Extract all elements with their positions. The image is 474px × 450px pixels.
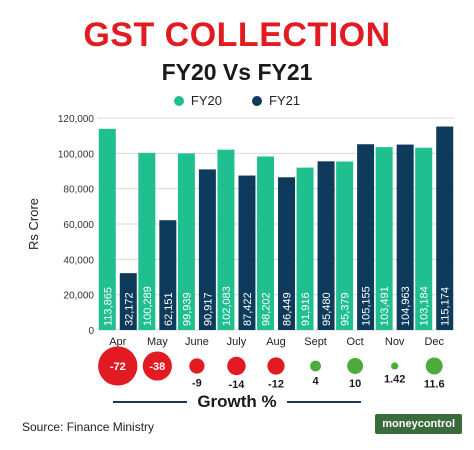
x-tick-label: Oct (347, 336, 364, 348)
growth-bubble (142, 351, 172, 381)
bar-fy20-may (138, 152, 156, 330)
growth-value-label: -9 (192, 378, 202, 390)
x-tick-label: Apr (109, 336, 126, 348)
chart-title: GST COLLECTION (83, 16, 391, 54)
bar-value-label: 102,083 (221, 286, 233, 326)
growth-bubble (347, 358, 364, 374)
growth-bubble (98, 346, 138, 386)
growth-value-label: -12 (268, 379, 284, 391)
growth-value-label: -14 (228, 379, 245, 391)
y-axis-label: Rs Crore (26, 198, 41, 250)
bar-value-label: 95,480 (321, 292, 333, 326)
bar-fy21-nov (396, 144, 414, 330)
bar-value-label: 86,449 (282, 292, 294, 326)
legend: FY20 FY21 (0, 93, 474, 108)
legend-label-fy20: FY20 (190, 93, 222, 108)
legend-label-fy21: FY21 (269, 93, 301, 108)
growth-bubble (425, 357, 443, 375)
growth-bubble (310, 360, 321, 372)
growth-title-text: Growth % (197, 392, 277, 411)
bar-fy20-sept (296, 167, 314, 330)
growth-value-label: -72 (110, 361, 126, 373)
growth-value-label: -38 (149, 361, 165, 373)
x-tick-label: July (227, 336, 247, 348)
growth-bubble (391, 362, 399, 370)
y-tick-label: 40,000 (63, 255, 94, 266)
bar-value-label: 90,917 (202, 292, 214, 326)
bar-value-label: 103,491 (379, 286, 391, 326)
y-tick-label: 20,000 (63, 291, 94, 302)
bar-fy21-dec (436, 126, 454, 330)
growth-bubble (189, 358, 205, 374)
x-tick-label: Aug (266, 336, 286, 348)
bar-fy21-july (238, 175, 256, 330)
bar-value-label: 91,916 (300, 292, 312, 326)
x-tick-label: Sept (304, 336, 327, 348)
bar-value-label: 32,172 (123, 292, 135, 326)
legend-dot-fy21 (252, 95, 262, 106)
bar-value-label: 115,174 (440, 287, 452, 326)
growth-value-label: 11.6 (424, 378, 445, 390)
legend-item-fy21: FY21 (252, 93, 300, 108)
source-note: Source: Finance Ministry (22, 420, 155, 434)
bar-fy20-oct (336, 161, 354, 330)
bar-fy20-aug (257, 156, 274, 330)
bar-chart: 0 20,000 40,000 60,000 80,000 100,000 120,000 R… (26, 114, 454, 391)
y-tick-label: 100,000 (58, 149, 95, 160)
bar-fy20-july (217, 149, 235, 330)
bar-fy21-sept (317, 161, 335, 330)
growth-value-label: 4 (312, 375, 319, 387)
legend-item-fy20: FY20 (173, 93, 222, 108)
y-tick-label: 0 (88, 326, 94, 337)
bar-value-label: 100,289 (142, 286, 154, 326)
chart-subtitle: FY20 Vs FY21 (161, 59, 313, 85)
bar-value-label: 103,184 (419, 286, 431, 326)
growth-bubble (267, 357, 285, 375)
growth-bubble (227, 356, 246, 376)
bar-fy21-apr (119, 273, 137, 330)
bar-value-label: 104,963 (400, 286, 412, 326)
growth-value-label: 10 (349, 378, 361, 390)
x-tick-label: May (147, 336, 168, 348)
growth-title-line-left (113, 401, 188, 403)
bar-fy20-dec (415, 147, 433, 330)
bar-value-label: 105,155 (361, 286, 373, 326)
bar-value-label: 87,422 (242, 292, 254, 326)
bar-fy21-aug (278, 177, 295, 330)
bar-value-label: 62,151 (163, 292, 175, 326)
growth-value-label: 1.42 (384, 374, 405, 386)
x-tick-label: June (185, 336, 209, 348)
x-tick-label: Dec (424, 336, 444, 348)
bar-value-label: 95,379 (340, 292, 352, 326)
y-tick-label: 60,000 (63, 220, 94, 231)
moneycontrol-logo: moneycontrol (375, 414, 462, 434)
y-tick-label: 80,000 (63, 185, 94, 196)
bar-fy21-june (198, 169, 216, 330)
bar-fy20-nov (375, 147, 393, 330)
growth-title: Growth % (0, 392, 474, 412)
bar-value-label: 113,865 (102, 287, 114, 326)
bar-fy21-oct (357, 144, 375, 330)
bar-value-label: 99,939 (181, 292, 193, 326)
bar-value-label: 98,202 (261, 292, 273, 326)
bar-fy20-apr (98, 128, 116, 330)
bar-fy21-may (159, 220, 177, 330)
legend-dot-fy20 (173, 95, 184, 106)
growth-title-line-right (286, 401, 361, 403)
bar-fy20-june (177, 153, 195, 330)
x-tick-label: Nov (385, 336, 405, 348)
y-tick-label: 120,000 (58, 114, 95, 125)
